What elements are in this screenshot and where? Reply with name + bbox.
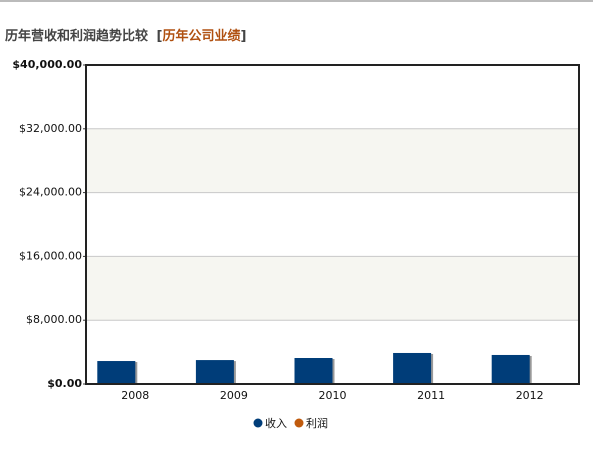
grid-band: [86, 128, 579, 193]
legend-item: 利润: [294, 416, 328, 430]
legend-item: 收入: [253, 416, 287, 430]
bar: [491, 354, 530, 384]
title-bracket: [: [157, 29, 163, 44]
title-text: 历年营收和利润趋势比较: [5, 28, 148, 44]
y-tick-label: $16,000.00: [19, 249, 82, 262]
x-tick-label: 2011: [417, 389, 445, 402]
x-tick-label: 2010: [319, 389, 347, 402]
x-tick-label: 2009: [220, 389, 248, 402]
x-tick-label: 2012: [516, 389, 544, 402]
y-tick-label: $8,000.00: [26, 313, 82, 326]
y-tick-label: $40,000.00: [12, 58, 82, 71]
legend-marker: [294, 418, 304, 428]
bar: [393, 352, 432, 384]
bar: [195, 360, 234, 384]
bar: [294, 358, 333, 384]
chart-title: 历年营收和利润趋势比较 [历年公司业绩]: [5, 28, 246, 44]
title-bracket: ]: [241, 29, 247, 44]
y-tick-label: $24,000.00: [19, 186, 82, 199]
legend-marker: [253, 418, 263, 428]
y-tick-label: $0.00: [47, 377, 82, 390]
grid-band: [86, 256, 579, 321]
title-link[interactable]: 历年公司业绩: [163, 28, 241, 44]
legend-label: 收入: [265, 416, 287, 430]
legend-label: 利润: [306, 416, 328, 430]
y-tick-label: $32,000.00: [19, 122, 82, 135]
bar: [97, 361, 136, 384]
x-tick-label: 2008: [121, 389, 149, 402]
plot-border: [85, 64, 580, 385]
